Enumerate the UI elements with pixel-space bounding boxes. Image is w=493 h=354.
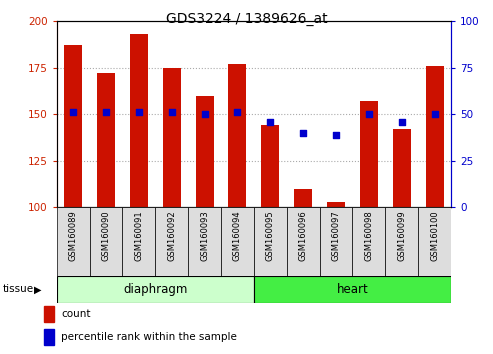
- Point: [365, 111, 373, 117]
- Bar: [90, 207, 122, 276]
- Point: [135, 109, 143, 115]
- Text: heart: heart: [337, 283, 368, 296]
- Bar: [130, 34, 148, 207]
- Text: GSM160097: GSM160097: [332, 211, 341, 261]
- Point: [398, 119, 406, 125]
- Bar: [327, 201, 345, 207]
- Bar: [294, 188, 312, 207]
- Text: GSM160092: GSM160092: [167, 211, 176, 261]
- Text: GSM160089: GSM160089: [69, 211, 77, 261]
- Text: diaphragm: diaphragm: [123, 283, 187, 296]
- Point: [201, 111, 209, 117]
- Text: GSM160096: GSM160096: [299, 211, 308, 261]
- Text: GSM160091: GSM160091: [135, 211, 143, 261]
- Point: [234, 109, 242, 115]
- Bar: [97, 73, 115, 207]
- Bar: [425, 66, 444, 207]
- Bar: [57, 207, 90, 276]
- Bar: [254, 276, 451, 303]
- Bar: [163, 68, 181, 207]
- Text: tissue: tissue: [2, 284, 34, 295]
- Bar: [43, 306, 54, 322]
- Text: count: count: [62, 309, 91, 319]
- Text: GDS3224 / 1389626_at: GDS3224 / 1389626_at: [166, 12, 327, 27]
- Bar: [155, 207, 188, 276]
- Text: ▶: ▶: [34, 284, 41, 295]
- Bar: [196, 96, 213, 207]
- Bar: [386, 207, 418, 276]
- Point: [266, 119, 274, 125]
- Bar: [360, 101, 378, 207]
- Bar: [418, 207, 451, 276]
- Point: [299, 130, 307, 136]
- Point: [168, 109, 176, 115]
- Bar: [319, 207, 352, 276]
- Bar: [188, 207, 221, 276]
- Point: [431, 111, 439, 117]
- Text: GSM160093: GSM160093: [200, 211, 209, 261]
- Point: [69, 109, 77, 115]
- Bar: [122, 207, 155, 276]
- Bar: [352, 207, 386, 276]
- Bar: [287, 207, 319, 276]
- Text: GSM160095: GSM160095: [266, 211, 275, 261]
- Point: [102, 109, 110, 115]
- Bar: [393, 129, 411, 207]
- Text: GSM160098: GSM160098: [364, 211, 373, 261]
- Text: GSM160100: GSM160100: [430, 211, 439, 261]
- Bar: [57, 276, 254, 303]
- Text: GSM160094: GSM160094: [233, 211, 242, 261]
- Bar: [254, 207, 287, 276]
- Text: GSM160090: GSM160090: [102, 211, 110, 261]
- Bar: [64, 45, 82, 207]
- Bar: [228, 64, 246, 207]
- Text: GSM160099: GSM160099: [397, 211, 406, 261]
- Bar: [221, 207, 254, 276]
- Bar: [261, 125, 280, 207]
- Text: percentile rank within the sample: percentile rank within the sample: [62, 332, 237, 342]
- Point: [332, 132, 340, 137]
- Bar: [43, 329, 54, 345]
